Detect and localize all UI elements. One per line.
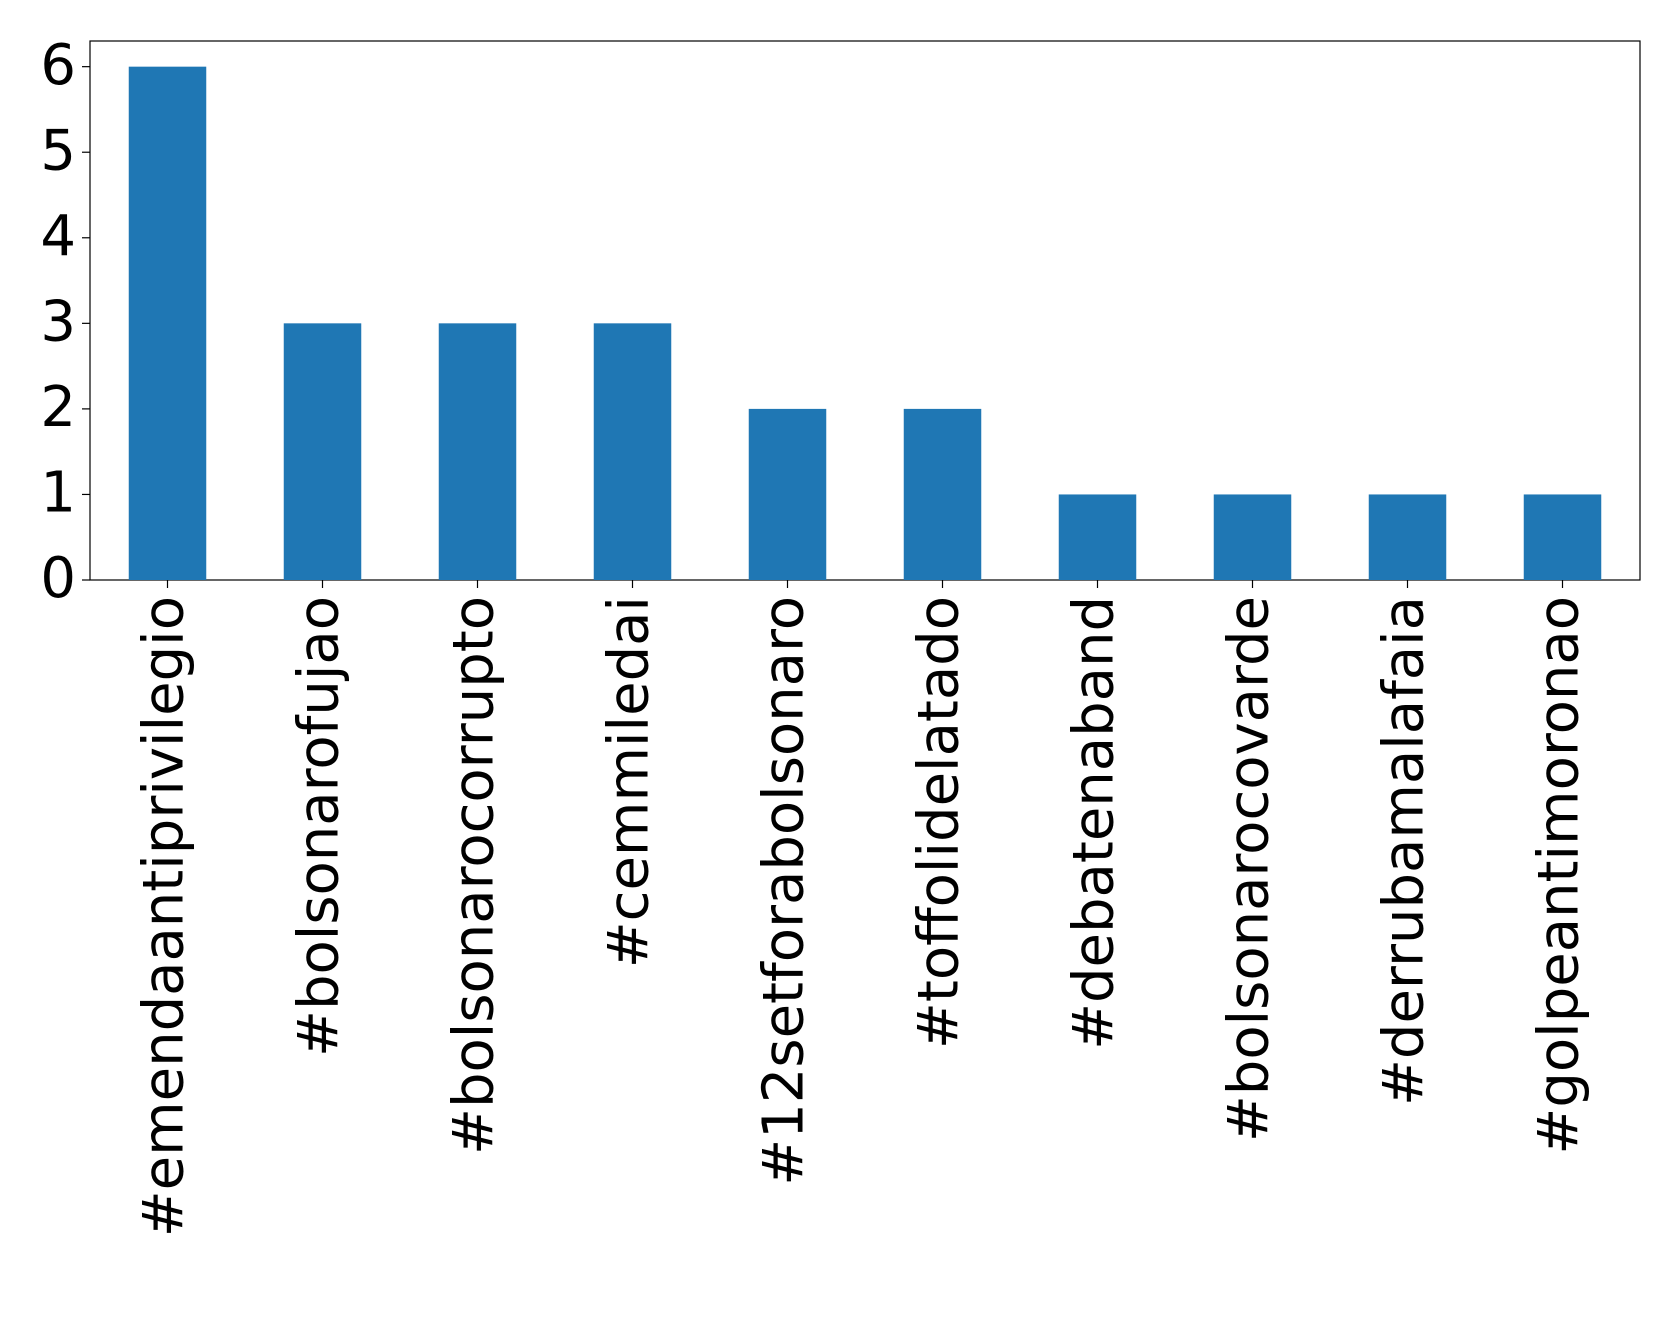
plot-frame — [89, 40, 1641, 581]
bar — [283, 323, 362, 580]
bar — [1368, 494, 1447, 580]
y-tick-label: 0 — [40, 546, 76, 611]
x-tick-label: #emendaantiprivilegio — [132, 596, 197, 1237]
y-tick-label: 1 — [40, 461, 76, 526]
bar — [1523, 494, 1602, 580]
y-tick-label: 2 — [40, 375, 76, 440]
x-tick-label: #cemmiledai — [597, 596, 662, 968]
bar — [1213, 494, 1292, 580]
x-tick-label: #bolsonarofujao — [287, 596, 352, 1057]
x-tick-label: #bolsonarocorrupto — [442, 596, 507, 1155]
y-tick-label: 5 — [40, 118, 76, 183]
x-tick-label: #bolsonarocovarde — [1217, 596, 1282, 1142]
bar — [903, 408, 982, 580]
bar — [593, 323, 672, 580]
bar — [438, 323, 517, 580]
bar — [128, 66, 207, 580]
bar — [1058, 494, 1137, 580]
bar — [748, 408, 827, 580]
y-tick-label: 3 — [40, 289, 76, 354]
x-tick-label: #derrubamalafaia — [1372, 596, 1437, 1106]
x-tick-label: #debatenaband — [1062, 596, 1127, 1050]
x-tick-label: #golpeantimoronao — [1527, 596, 1592, 1155]
x-tick-label: #toffolidelatado — [907, 596, 972, 1049]
x-tick-label: #12setforabolsonaro — [752, 596, 817, 1186]
y-tick-label: 4 — [40, 204, 76, 269]
y-tick-label: 6 — [40, 33, 76, 98]
